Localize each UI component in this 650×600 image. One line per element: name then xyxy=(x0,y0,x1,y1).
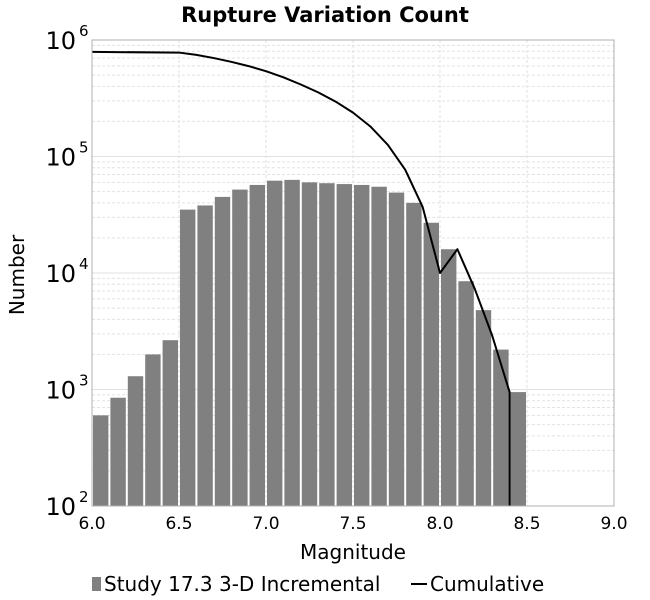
bar xyxy=(301,182,318,506)
cumulative-line xyxy=(91,50,511,506)
y-tick-label: 10 xyxy=(45,144,76,172)
bar xyxy=(110,397,126,506)
bar xyxy=(249,184,265,506)
x-axis-ticks: 6.0 6.5 7.0 7.5 8.0 8.5 9.0 xyxy=(78,514,627,534)
chart-title: Rupture Variation Count xyxy=(181,3,469,27)
x-tick-label: 7.0 xyxy=(252,514,279,534)
legend-label-incremental: Study 17.3 3-D Incremental xyxy=(104,572,380,596)
y-tick-exponent: 5 xyxy=(79,139,89,157)
bar xyxy=(180,209,196,506)
y-tick-label: 10 xyxy=(45,493,76,521)
bar xyxy=(388,192,405,506)
bar xyxy=(371,186,387,506)
y-tick-exponent: 6 xyxy=(79,22,89,40)
bar xyxy=(510,392,526,506)
bar xyxy=(458,281,474,506)
bar xyxy=(127,376,144,506)
bar xyxy=(423,222,439,506)
legend: Study 17.3 3-D Incremental Cumulative xyxy=(92,572,544,596)
bar xyxy=(441,249,457,506)
bar xyxy=(145,354,161,506)
x-tick-label: 7.5 xyxy=(339,514,366,534)
x-tick-label: 8.0 xyxy=(426,514,453,534)
y-tick-exponent: 2 xyxy=(79,488,89,506)
x-tick-label: 6.0 xyxy=(78,514,105,534)
y-tick-label: 10 xyxy=(45,260,76,288)
bar xyxy=(336,184,352,506)
bar xyxy=(284,179,300,506)
x-tick-label: 6.5 xyxy=(165,514,192,534)
bar xyxy=(214,196,231,506)
bar xyxy=(493,349,509,506)
bar xyxy=(354,184,370,506)
cumulative-series xyxy=(91,50,511,506)
plot-frame xyxy=(91,39,615,507)
legend-bar-swatch xyxy=(92,577,101,591)
bar xyxy=(319,183,335,506)
bar-series xyxy=(93,179,526,507)
grid-lines xyxy=(92,40,614,507)
bar xyxy=(267,180,283,506)
bar xyxy=(197,205,213,507)
y-tick-exponent: 4 xyxy=(79,255,89,273)
x-tick-label: 8.5 xyxy=(513,514,540,534)
x-axis-label: Magnitude xyxy=(300,540,406,564)
bar xyxy=(406,202,422,506)
y-tick-label: 10 xyxy=(45,377,76,405)
bar xyxy=(232,189,248,506)
plot-border xyxy=(91,39,615,507)
x-tick-label: 9.0 xyxy=(600,514,627,534)
y-tick-exponent: 3 xyxy=(79,372,89,390)
y-tick-label: 10 xyxy=(45,27,76,55)
y-axis-label: Number xyxy=(5,234,29,315)
bar xyxy=(475,310,492,506)
legend-label-cumulative: Cumulative xyxy=(430,572,544,596)
bar xyxy=(162,340,178,506)
bar xyxy=(93,415,109,506)
